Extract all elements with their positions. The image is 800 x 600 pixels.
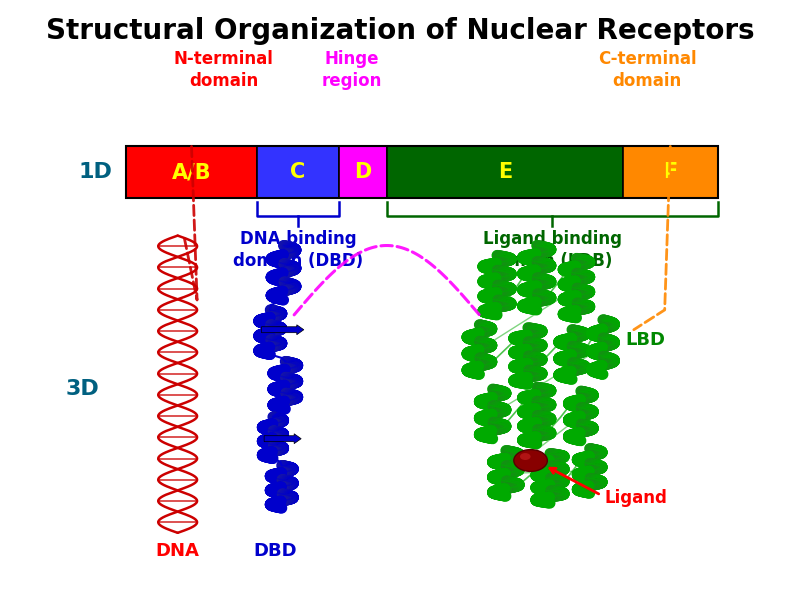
Text: Ligand: Ligand xyxy=(605,489,667,507)
Ellipse shape xyxy=(514,449,547,472)
Text: A/B: A/B xyxy=(172,162,211,182)
FancyArrow shape xyxy=(264,434,301,443)
Ellipse shape xyxy=(520,453,530,460)
Bar xyxy=(257,146,339,198)
Text: 3D: 3D xyxy=(66,379,99,399)
Text: C-terminal
domain: C-terminal domain xyxy=(598,50,696,90)
Bar xyxy=(126,146,718,198)
Bar xyxy=(126,146,257,198)
Text: Ligand binding
doman (LDB): Ligand binding doman (LDB) xyxy=(482,230,622,270)
Text: DBD: DBD xyxy=(253,542,297,560)
Bar xyxy=(339,146,386,198)
Text: Hinge
region: Hinge region xyxy=(322,50,382,90)
Text: E: E xyxy=(498,162,512,182)
Text: N-terminal
domain: N-terminal domain xyxy=(174,50,274,90)
Text: F: F xyxy=(663,162,678,182)
Bar xyxy=(623,146,718,198)
Bar xyxy=(386,146,623,198)
Text: D: D xyxy=(354,162,371,182)
Text: DNA: DNA xyxy=(156,542,200,560)
Text: LBD: LBD xyxy=(626,331,666,349)
Text: Structural Organization of Nuclear Receptors: Structural Organization of Nuclear Recep… xyxy=(46,17,754,44)
FancyArrow shape xyxy=(262,325,304,335)
Text: 1D: 1D xyxy=(78,162,113,182)
Text: DNA binding
domain (DBD): DNA binding domain (DBD) xyxy=(233,230,363,270)
Text: C: C xyxy=(290,162,306,182)
